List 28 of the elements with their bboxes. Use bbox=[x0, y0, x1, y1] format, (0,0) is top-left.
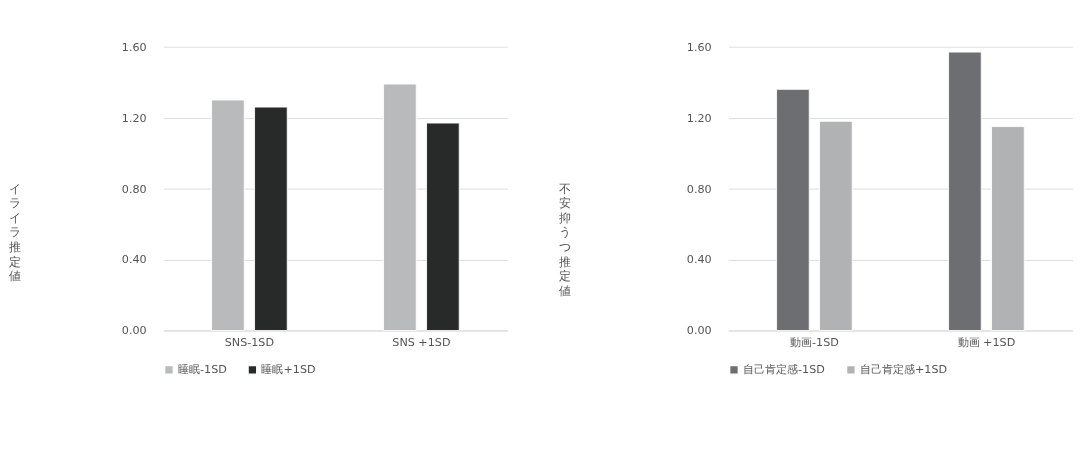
y-tick-label: 1.60 bbox=[121, 40, 147, 54]
bar bbox=[948, 51, 982, 331]
x-tick-label: SNS +1SD bbox=[392, 336, 451, 350]
y-tick-label: 0.00 bbox=[121, 324, 147, 338]
bar bbox=[383, 83, 417, 331]
x-tick-label: 動画 +1SD bbox=[957, 336, 1016, 350]
legend-label: 睡眠-1SD bbox=[178, 363, 227, 377]
y-tick-label: 1.20 bbox=[686, 111, 712, 125]
bar bbox=[776, 88, 810, 331]
y-tick-label: 0.00 bbox=[686, 324, 712, 338]
bar bbox=[991, 126, 1025, 331]
legend-label: 睡眠+1SD bbox=[261, 363, 316, 377]
y-tick-label: 0.80 bbox=[686, 182, 712, 196]
x-tick-label: 動画-1SD bbox=[790, 336, 839, 350]
bar bbox=[426, 122, 460, 331]
x-tick-label: SNS-1SD bbox=[224, 336, 275, 350]
y-tick-label: 0.40 bbox=[686, 253, 712, 267]
y-tick-label: 0.40 bbox=[121, 253, 147, 267]
bar bbox=[254, 106, 288, 331]
bar bbox=[211, 99, 245, 331]
y-tick-label: 0.80 bbox=[121, 182, 147, 196]
y-axis-title: イライラ推定値 bbox=[9, 181, 22, 284]
y-axis-title: 不安抑うつ推定値 bbox=[559, 181, 572, 298]
legend-label: 自己肯定感+1SD bbox=[859, 363, 948, 377]
bar bbox=[819, 120, 853, 331]
y-tick-label: 1.60 bbox=[686, 40, 712, 54]
y-tick-label: 1.20 bbox=[121, 111, 147, 125]
legend-label: 自己肯定感-1SD bbox=[743, 363, 825, 377]
